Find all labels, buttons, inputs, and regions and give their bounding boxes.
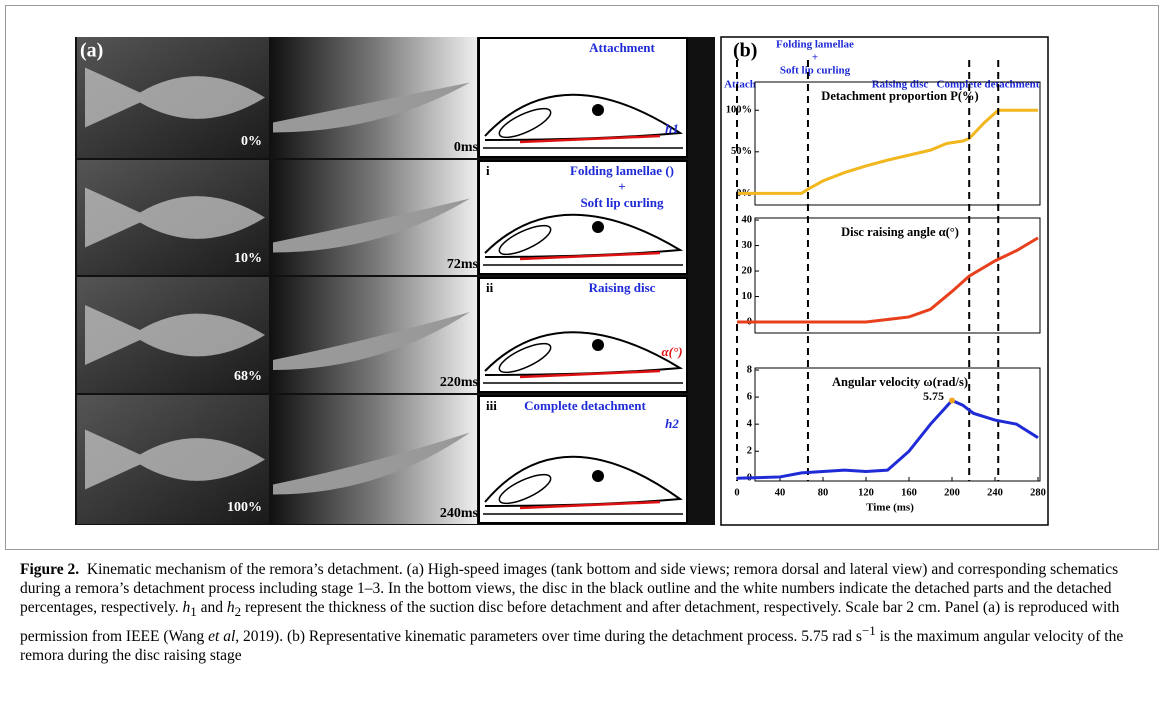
caption-label: Figure 2. — [20, 561, 80, 578]
fish-dorsal — [85, 67, 265, 128]
percentage: 100% — [227, 500, 262, 515]
y-tick-label: 20 — [742, 265, 753, 276]
schematic-eye — [592, 221, 604, 233]
figure-frame — [5, 5, 1159, 550]
symbol: h2 — [665, 416, 679, 431]
symbol: h1 — [665, 121, 679, 136]
schematic-eye — [592, 104, 604, 116]
panel-label: (a) — [80, 40, 103, 62]
caption-text: −1 — [861, 623, 876, 639]
x-tick-label: 40 — [775, 487, 786, 498]
fish-side — [273, 82, 470, 133]
stage-label: Soft lip curling — [580, 195, 664, 210]
caption-text: et al — [208, 628, 236, 646]
schematic-frame — [478, 160, 688, 275]
percentage: 0% — [241, 134, 262, 149]
stage-label: Folding lamellae () — [570, 163, 674, 178]
caption-text: h — [226, 599, 235, 616]
plot-frame — [754, 81, 1041, 206]
side-photo — [271, 395, 477, 524]
stage-label: Soft lip curling — [780, 65, 851, 77]
schematic-fin — [498, 342, 552, 374]
time: 72ms — [447, 257, 479, 272]
percentage: 68% — [234, 369, 262, 384]
chart-title: Disc raising angle α(°) — [841, 225, 959, 239]
schematic-disc — [519, 251, 661, 261]
fish-side — [273, 198, 470, 253]
y-tick-label: 50% — [731, 146, 752, 157]
fish-side — [273, 432, 470, 495]
schematic-fin — [498, 107, 552, 139]
schematic-eye — [592, 339, 604, 351]
data-line — [737, 108, 1038, 195]
fish-dorsal — [85, 187, 265, 248]
y-tick-label: 6 — [747, 392, 752, 403]
stage-label: + — [812, 52, 818, 64]
fish-dorsal — [85, 429, 265, 490]
caption-text: represent the thickness of the suction d… — [20, 599, 1120, 646]
annotated-point — [949, 397, 955, 404]
y-tick-label: 30 — [742, 240, 753, 251]
caption-text: 2 — [234, 604, 242, 620]
fish-dorsal — [85, 305, 265, 365]
time: 0ms — [454, 140, 479, 155]
x-tick-label: 280 — [1030, 487, 1046, 498]
schematic-disc — [519, 134, 661, 144]
caption-text: , 2019). (b) Representative kinematic pa… — [235, 628, 862, 646]
time: 220ms — [440, 375, 479, 390]
x-tick-label: 160 — [901, 487, 917, 498]
percentage: 10% — [234, 251, 262, 266]
caption-text: 1 — [190, 604, 197, 620]
chart-title: Detachment proportion P(%) — [821, 89, 978, 103]
side-photo — [271, 160, 477, 275]
schematic-disc — [519, 500, 661, 510]
stage-label: + — [618, 179, 625, 194]
time: 240ms — [440, 506, 479, 521]
caption-text: Kinematic mechanism of the remora’s deta… — [20, 561, 1119, 616]
schematic-fin — [498, 473, 552, 505]
panel-b-frame — [720, 36, 1049, 526]
y-tick-label: 40 — [742, 214, 753, 225]
stage-label: Attachment — [589, 40, 655, 55]
caption-text: h — [182, 599, 191, 616]
schematic-disc — [519, 369, 661, 379]
y-tick-label: 10 — [742, 291, 753, 302]
y-tick-label: 2 — [747, 446, 752, 457]
x-tick-label: 120 — [858, 487, 874, 498]
caption: Figure 2. Kinematic mechanism of the rem… — [20, 560, 1145, 665]
x-axis-label: Time (ms) — [866, 502, 914, 514]
chart-title: Angular velocity ω(rad/s) — [832, 375, 968, 389]
side-photo — [271, 37, 477, 158]
schematic-eye — [592, 470, 604, 482]
schematic-fin — [498, 224, 552, 256]
stage-label: Attach — [724, 79, 756, 91]
stage-label: Folding lamellae — [776, 39, 854, 51]
figure: 0% 0ms Attachment h1 10% 72ms i Folding lamella… — [75, 36, 1049, 526]
y-tick-label: 8 — [747, 364, 752, 375]
symbol: α(°) — [661, 344, 682, 359]
side-photo — [271, 277, 477, 393]
caption-text: is the maximum angular velocity of the r… — [20, 628, 1124, 665]
stage-numeral: ii — [486, 280, 494, 295]
data-line — [736, 398, 1039, 480]
x-tick-label: 200 — [944, 487, 960, 498]
y-tick-label: 100% — [726, 105, 752, 116]
panel-label: (b) — [733, 40, 757, 62]
stage-label: Raising disc — [589, 280, 656, 295]
x-tick-label: 80 — [818, 487, 829, 498]
data-line — [737, 236, 1039, 324]
x-tick-label: 240 — [987, 487, 1003, 498]
annotation: 5.75 — [923, 389, 944, 403]
caption-text: and — [196, 599, 227, 616]
stage-numeral: iii — [486, 398, 497, 413]
fish-side — [273, 312, 470, 370]
stage-label: Complete detachment — [524, 398, 646, 413]
x-tick-label: 0 — [734, 487, 739, 498]
y-tick-label: 4 — [747, 419, 753, 430]
stage-numeral: i — [486, 163, 490, 178]
plot-frame — [754, 217, 1041, 334]
